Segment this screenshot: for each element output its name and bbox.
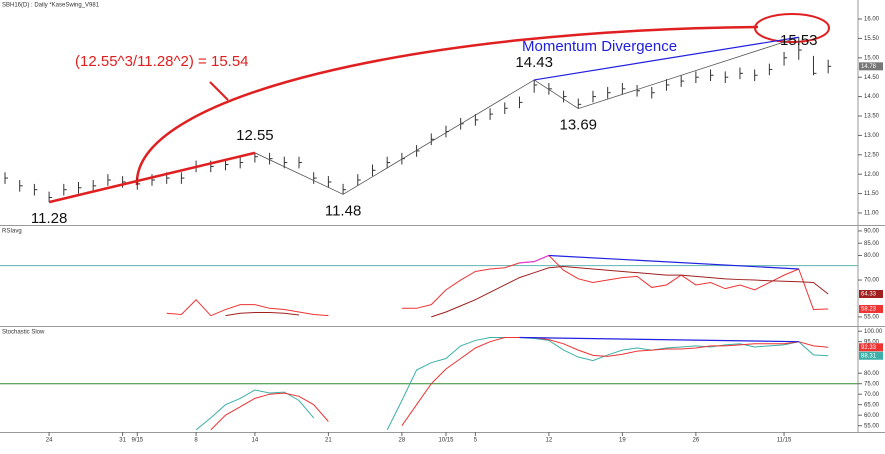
last-value-tag-box <box>859 289 883 298</box>
y-tick-label: 65.00 <box>864 402 880 408</box>
x-tick-label: 5 <box>474 438 478 444</box>
last-value-tag: 88.31 <box>861 353 877 359</box>
y-tick-label: 15.00 <box>864 55 880 61</box>
panel-title: Stochastic Slow <box>2 330 45 336</box>
indicator-lines <box>0 254 858 318</box>
x-tick-label: 31 <box>119 438 126 444</box>
y-tick-label: 70.00 <box>864 392 880 398</box>
swing-label: 11.28 <box>31 210 67 227</box>
last-value-tag-box <box>859 343 883 352</box>
projection-arc <box>135 25 759 186</box>
last-value-tag: 64.33 <box>861 292 877 298</box>
last-value-tag-box <box>859 351 883 360</box>
y-tick-label: 90.00 <box>864 228 880 234</box>
x-tick-label: 8 <box>194 438 198 444</box>
x-tick-label: 24 <box>46 438 53 444</box>
overbought-segment <box>533 254 550 263</box>
x-tick-label: 10/15 <box>438 438 454 444</box>
panel-title: RSIavg <box>2 229 22 235</box>
x-tick-label: 12 <box>546 438 553 444</box>
x-tick-label: 19 <box>619 438 626 444</box>
y-tick-label: 100.00 <box>864 329 883 335</box>
x-tick-label: 28 <box>399 438 406 444</box>
y-tick-label: 85.00 <box>864 241 880 247</box>
y-tick-label: 11.00 <box>864 211 879 217</box>
last-price-tag-box <box>859 62 883 71</box>
y-tick-label: 16.00 <box>864 17 880 23</box>
y-tick-label: 70.00 <box>864 278 880 284</box>
indicator-lines <box>0 336 858 431</box>
swing-label: 14.43 <box>515 54 553 71</box>
indicator-line <box>225 266 829 318</box>
x-tick-label: 21 <box>325 438 332 444</box>
last-value-tag-box <box>859 304 883 313</box>
y-tick-label: 13.00 <box>864 133 880 139</box>
y-tick-label: 80.00 <box>864 371 880 377</box>
last-value-tag: 92.33 <box>861 345 877 351</box>
swing-label: 15.53 <box>780 32 818 49</box>
x-tick-label: 11/15 <box>777 438 792 444</box>
last-price-tag: 14.78 <box>861 64 877 70</box>
y-tick-label: 12.50 <box>864 152 880 158</box>
swing-label: 12.55 <box>236 127 274 144</box>
projection-base-line <box>48 151 256 204</box>
x-tick-label: 14 <box>252 438 259 444</box>
indicator-line <box>166 254 829 317</box>
divergence-annotation: Momentum Divergence <box>522 38 677 55</box>
x-tick-label: 9/15 <box>131 438 143 444</box>
last-value-tag: 58.23 <box>861 307 877 313</box>
y-tick-label: 14.50 <box>864 75 880 81</box>
y-tick-label: 75.00 <box>864 381 880 387</box>
y-tick-label: 55.00 <box>864 314 880 320</box>
y-tick-label: 11.50 <box>864 191 879 197</box>
y-tick-label: 13.50 <box>864 114 880 120</box>
divergence-line <box>534 36 799 81</box>
chart-title: SBH16(D) : Daily *KaseSwing_V981 <box>2 3 100 9</box>
y-tick-label: 60.00 <box>864 413 880 419</box>
divergence-line <box>519 336 799 343</box>
x-tick-label: 26 <box>693 438 700 444</box>
y-tick-label: 12.00 <box>864 172 880 178</box>
overbought-segment <box>519 261 535 264</box>
formula-annotation: (12.55^3/11.28^2) = 15.54 <box>75 53 249 70</box>
y-tick-label: 80.00 <box>864 253 880 259</box>
indicator-line <box>210 337 829 431</box>
formula-pointer <box>209 81 229 101</box>
indicator-line <box>195 337 829 431</box>
y-tick-label: 15.50 <box>864 36 880 42</box>
y-tick-label: 14.00 <box>864 94 880 100</box>
y-tick-label: 55.00 <box>864 423 880 429</box>
target-ellipse <box>754 13 830 43</box>
divergence-line <box>548 254 799 270</box>
swing-label: 13.69 <box>559 117 597 134</box>
y-tick-label: 95.00 <box>864 339 880 345</box>
swing-label: 11.48 <box>325 202 361 219</box>
